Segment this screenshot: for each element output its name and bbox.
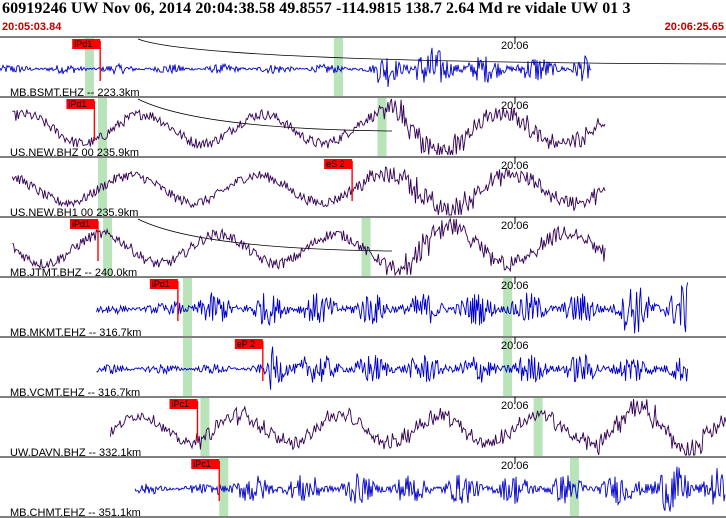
analysis-window <box>377 98 387 156</box>
analysis-window <box>200 398 210 456</box>
waveform <box>0 47 592 88</box>
waveform <box>12 98 606 156</box>
phase-pick-label: iPd1 <box>74 39 92 49</box>
time-tick-label: 20:06 <box>501 40 529 52</box>
station-label: MB.MKMT.EHZ -- 316.7km <box>10 327 141 339</box>
phase-pick-box <box>191 459 220 469</box>
phase-pick-label: iPc1 <box>171 399 189 409</box>
waveform <box>12 217 606 277</box>
station-label: MB.VCMT.EHZ -- 316.7km <box>10 387 140 399</box>
analysis-window <box>84 38 94 96</box>
analysis-window <box>533 398 543 456</box>
phase-pick-box <box>66 99 95 109</box>
phase-pick-label: iPd1 <box>68 99 86 109</box>
phase-pick-label: iPd1 <box>152 279 170 289</box>
window-end-time: 20:06:25.65 <box>664 21 724 33</box>
waveform <box>96 282 689 334</box>
analysis-window <box>361 218 371 276</box>
time-tick-label: 20:06 <box>501 280 529 292</box>
time-tick-label: 20:06 <box>501 220 529 232</box>
analysis-window <box>182 338 192 396</box>
phase-pick-label: iPc1 <box>193 459 211 469</box>
decay-curve <box>137 98 393 132</box>
analysis-window <box>103 218 113 276</box>
station-label: US.NEW.BHZ 00 235.9km <box>10 147 139 159</box>
station-label: MB.BSMT.EHZ -- 223.3km <box>10 87 140 99</box>
station-label: MB.CHMT.EHZ -- 351.1km <box>10 507 141 518</box>
phase-pick-box <box>149 279 178 289</box>
time-tick-label: 20:06 <box>501 160 529 172</box>
waveform <box>134 466 726 512</box>
analysis-window <box>182 278 192 336</box>
phase-pick-box <box>324 159 353 169</box>
phase-pick-box <box>234 339 263 349</box>
time-tick-label: 20:06 <box>501 340 529 352</box>
waveform <box>96 346 689 390</box>
station-label: US.NEW.BH1 00 235.9km <box>10 207 138 219</box>
time-tick-label: 20:06 <box>501 460 529 472</box>
phase-pick-box <box>70 219 99 229</box>
phase-pick-label: eP 2 <box>237 339 255 349</box>
time-tick-label: 20:06 <box>501 400 529 412</box>
time-tick-label: 20:06 <box>501 100 529 112</box>
station-label: MB.JTMT.BHZ -- 240.0km <box>10 267 137 279</box>
event-header: 60919246 UW Nov 06, 2014 20:04:38.58 49.… <box>2 0 631 17</box>
station-label: UW.DAVN.BHZ -- 332.1km <box>10 447 141 459</box>
analysis-window <box>98 98 108 156</box>
waveform <box>109 398 726 456</box>
waveform <box>11 166 606 216</box>
phase-pick-label: iPd1 <box>72 219 90 229</box>
analysis-window <box>219 458 229 516</box>
window-start-time: 20:05:03.84 <box>2 21 62 33</box>
phase-pick-box <box>72 39 101 49</box>
phase-pick-box <box>169 399 198 409</box>
decay-curve <box>137 218 393 252</box>
phase-pick-label: eS 2 <box>326 159 345 169</box>
